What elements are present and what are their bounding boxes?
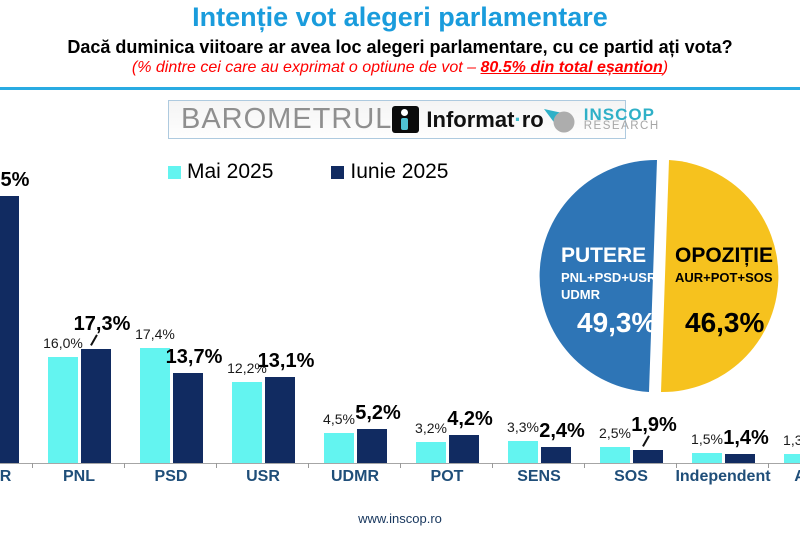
value-label-iunie-UDMR: 5,2% xyxy=(355,401,401,424)
chart-legend: Mai 2025 Iunie 2025 xyxy=(168,160,448,184)
bar-mai-SENS xyxy=(508,441,538,463)
legend-item-iunie: Iunie 2025 xyxy=(331,160,448,184)
pie-value-opozitie: 46,3% xyxy=(685,307,764,338)
sample-note-suffix: ) xyxy=(662,59,669,76)
informat-dot: · xyxy=(514,106,522,132)
value-label-mai-POT: 3,2% xyxy=(415,419,447,436)
bar-mai-PSD xyxy=(140,348,170,463)
value-label-mai-PSD: 17,4% xyxy=(135,326,175,343)
bar-iunie-Independent xyxy=(725,453,755,463)
axis-tick xyxy=(124,463,125,468)
branding-bar: BAROMETRUL Informat·ro INSCOP RESEARCH xyxy=(168,100,658,139)
category-label-SOS: SOS xyxy=(614,468,648,485)
value-label-iunie-PNL: 17,3% xyxy=(73,312,131,335)
pie-sublabel-putere-2: UDMR xyxy=(561,287,601,302)
category-label-USR: USR xyxy=(246,468,280,485)
axis-tick xyxy=(768,463,769,468)
axis-tick xyxy=(308,463,309,468)
inscop-logo-text: INSCOP RESEARCH xyxy=(584,106,660,133)
legend-label-mai: Mai 2025 xyxy=(187,160,274,183)
bar-iunie-UDMR xyxy=(357,428,387,463)
sample-note: (% dintre cei care au exprimat o optiune… xyxy=(0,59,800,77)
value-label-iunie-SENS: 2,4% xyxy=(539,420,585,443)
label-leader-line-PNL xyxy=(90,334,98,346)
value-label-iunie-AUR: 40,5% xyxy=(0,168,30,191)
bar-iunie-USR xyxy=(265,376,295,463)
bar-iunie-SENS xyxy=(541,447,571,463)
pie-slice-opozitie xyxy=(661,160,779,393)
value-label-iunie-USR: 13,1% xyxy=(257,349,315,372)
pie-chart: PUTERE PNL+PSD+USR+ UDMR 49,3% OPOZIȚIE … xyxy=(539,159,779,393)
informat-logo: Informat·ro xyxy=(392,106,544,133)
value-label-iunie-Independent: 1,4% xyxy=(723,426,769,449)
value-label-mai-SENS: 3,3% xyxy=(507,419,539,436)
legend-label-iunie: Iunie 2025 xyxy=(350,160,449,183)
bar-mai-PNL xyxy=(48,357,78,463)
informat-logo-text: Informat·ro xyxy=(426,107,543,133)
category-label-Independent: Independent xyxy=(675,468,771,485)
barometrul-logo-text: BAROMETRUL xyxy=(181,103,393,135)
bar-iunie-PSD xyxy=(173,372,203,463)
magnifier-icon xyxy=(543,108,575,132)
inscop-logo: INSCOP RESEARCH xyxy=(543,105,660,135)
value-label-iunie-PSD: 13,7% xyxy=(165,345,223,368)
informat-word: Informat xyxy=(426,106,515,132)
pie-label-opozitie: OPOZIȚIE xyxy=(675,244,773,267)
inscop-research-word: RESEARCH xyxy=(583,120,660,133)
value-label-mai-Independent: 1,5% xyxy=(691,431,723,448)
category-label-SENS: SENS xyxy=(517,468,561,485)
axis-tick xyxy=(492,463,493,468)
category-label-POT: POT xyxy=(430,468,464,485)
bar-mai-POT xyxy=(416,441,446,463)
value-label-mai-SOS: 2,5% xyxy=(599,424,631,441)
axis-tick xyxy=(400,463,401,468)
bar-mai-Altul xyxy=(784,454,800,463)
bar-mai-UDMR xyxy=(324,433,354,463)
bar-iunie-SOS xyxy=(633,450,663,463)
legend-swatch-mai xyxy=(168,165,181,179)
value-label-mai-UDMR: 4,5% xyxy=(323,411,355,428)
axis-tick xyxy=(216,463,217,468)
pie-sublabel-putere-1: PNL+PSD+USR+ xyxy=(561,270,664,285)
bar-mai-USR xyxy=(232,382,262,463)
pie-value-putere: 49,3% xyxy=(577,307,656,338)
bar-iunie-AUR xyxy=(0,195,19,463)
pie-sublabel-opozitie: AUR+POT+SOS xyxy=(675,270,773,285)
sample-note-prefix: (% dintre cei care au exprimat o optiune… xyxy=(131,59,481,76)
legend-swatch-iunie xyxy=(331,165,345,179)
header-divider xyxy=(0,87,800,90)
inscop-word: INSCOP xyxy=(583,105,655,125)
legend-item-mai: Mai 2025 xyxy=(168,160,273,184)
value-label-mai-Altul: 1,3% xyxy=(783,432,800,449)
axis-tick xyxy=(32,463,33,468)
label-leader-line-SOS xyxy=(642,435,650,448)
value-label-iunie-POT: 4,2% xyxy=(447,408,493,431)
axis-tick xyxy=(584,463,585,468)
axis-tick xyxy=(676,463,677,468)
bar-mai-Independent xyxy=(692,453,722,463)
value-label-mai-USR: 12,2% xyxy=(227,360,267,377)
poll-question: Dacă duminica viitoare ar avea loc alege… xyxy=(67,37,733,57)
sample-note-emphasis: 80.5% din total eșantion xyxy=(480,59,663,76)
value-label-mai-PNL: 16,0% xyxy=(43,335,83,352)
informat-icon xyxy=(392,106,420,133)
informat-tld: ro xyxy=(521,106,544,132)
pie-slice-putere xyxy=(539,159,657,392)
pie-label-putere: PUTERE xyxy=(561,244,646,267)
bar-iunie-POT xyxy=(449,435,479,463)
category-label-Altul: Altul xyxy=(794,468,800,486)
category-label-PSD: PSD xyxy=(154,468,188,485)
value-label-iunie-SOS: 1,9% xyxy=(631,414,677,437)
category-label-AUR: AUR xyxy=(0,468,12,485)
bar-iunie-PNL xyxy=(81,348,111,463)
website-url: www.inscop.ro xyxy=(358,511,442,526)
page-title: Intenție vot alegeri parlamentare xyxy=(192,2,608,32)
category-label-UDMR: UDMR xyxy=(331,468,379,485)
bar-mai-SOS xyxy=(600,446,630,463)
category-label-PNL: PNL xyxy=(63,468,95,485)
